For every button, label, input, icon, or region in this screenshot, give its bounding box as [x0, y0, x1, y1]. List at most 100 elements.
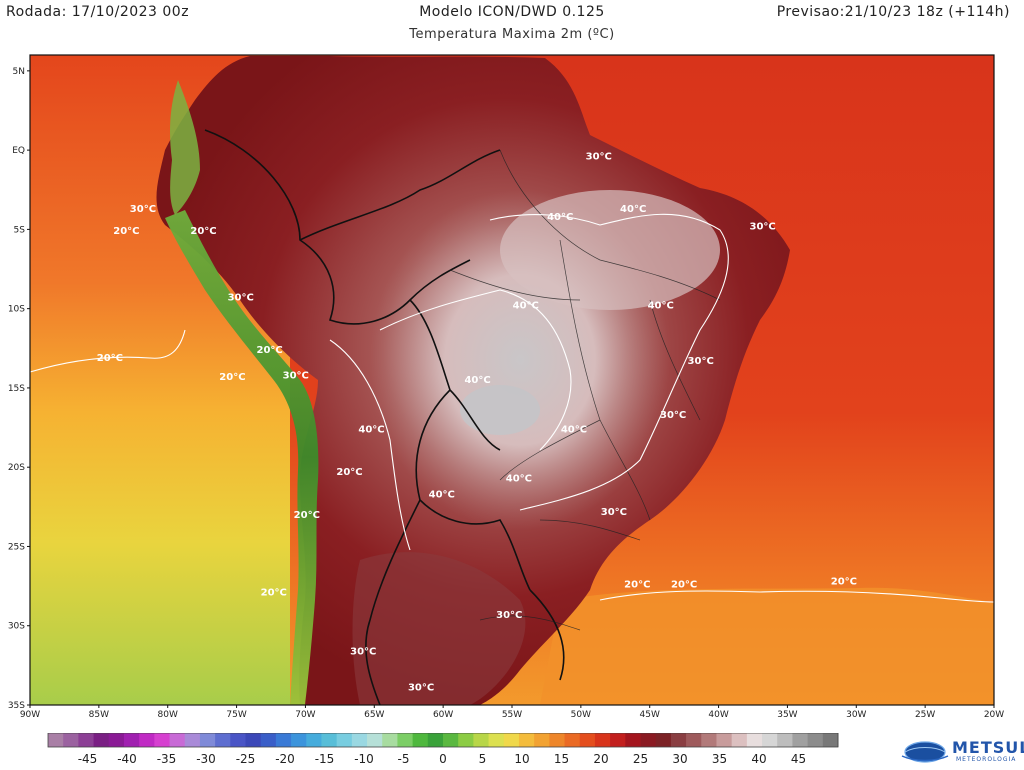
- colorbar-cell: [731, 733, 748, 747]
- isotherm-label: 30°C: [496, 610, 522, 621]
- colorbar-cell: [443, 733, 459, 747]
- colorbar-cell: [686, 733, 702, 747]
- colorbar-cell: [807, 733, 824, 747]
- isotherm-label: 40°C: [648, 301, 674, 312]
- colorbar-cell: [139, 733, 155, 747]
- colorbar-tick-label: 20: [593, 752, 608, 766]
- colorbar-cell: [230, 733, 246, 747]
- isotherm-label: 20°C: [261, 588, 287, 599]
- colorbar-tick-label: -45: [78, 752, 98, 766]
- colorbar-cell: [215, 733, 231, 747]
- colorbar-cell: [594, 733, 611, 747]
- logo-name: METSUL: [952, 738, 1024, 757]
- run-date-label: Rodada: 17/10/2023 00z: [6, 4, 190, 20]
- colorbar-cell: [427, 733, 444, 747]
- map-subtitle: Temperatura Maxima 2m (ºC): [409, 27, 615, 42]
- isotherm-label: 20°C: [624, 580, 650, 591]
- lat-label: 35S: [8, 701, 25, 711]
- colorbar-tick-label: -5: [398, 752, 410, 766]
- isotherm-label: 30°C: [601, 507, 627, 518]
- colorbar-cell: [625, 733, 641, 747]
- lon-label: 25W: [915, 710, 935, 720]
- hottest-core: [460, 385, 540, 435]
- lat-label: 20S: [8, 463, 25, 473]
- lon-label: 30W: [846, 710, 866, 720]
- colorbar-cells: [47, 733, 839, 748]
- isotherm-label: 40°C: [547, 212, 573, 223]
- colorbar-cell: [321, 733, 338, 747]
- colorbar-tick-label: -30: [196, 752, 216, 766]
- colorbar-cell: [367, 733, 383, 747]
- isotherm-labels: 30°C 40°C 30°C 40°C 40°C 40°C 30°C 40°C 30°C 40°C…: [97, 152, 857, 694]
- lon-label: 50W: [571, 710, 591, 720]
- colorbar-cell: [473, 733, 490, 747]
- colorbar-cell: [762, 733, 778, 747]
- colorbar-tick-label: 25: [633, 752, 648, 766]
- colorbar-cell: [199, 733, 216, 747]
- globe-icon: [901, 741, 949, 763]
- lat-label: 25S: [8, 542, 25, 552]
- colorbar-tick-label: -20: [275, 752, 295, 766]
- isotherm-lines: [29, 213, 995, 603]
- logo-tagline: METEOROLOGIA: [956, 756, 1017, 763]
- lat-label: 30S: [8, 622, 25, 632]
- isotherm-label: 20°C: [294, 510, 320, 521]
- colorbar-cell: [184, 733, 201, 747]
- colorbar-cell: [610, 733, 626, 747]
- lon-label: 85W: [89, 710, 109, 720]
- colorbar-cell: [78, 733, 95, 747]
- northeast-heat-area: [500, 190, 720, 310]
- colorbar-cell: [48, 733, 64, 747]
- colorbar-cell: [822, 733, 839, 747]
- colorbar-tick-label: 10: [514, 752, 529, 766]
- lon-label: 80W: [158, 710, 178, 720]
- colorbar-cell: [63, 733, 79, 747]
- colorbar-cell: [640, 733, 657, 747]
- lon-label: 75W: [226, 710, 246, 720]
- colorbar-tick-label: 15: [554, 752, 569, 766]
- isotherm-label: 40°C: [464, 375, 490, 386]
- isotherm-label: 30°C: [660, 410, 686, 421]
- latitude-axis: 5N EQ 5S 10S 15S 20S 25S 30S 35S: [8, 67, 30, 711]
- colorbar-cell: [701, 733, 717, 747]
- colorbar-cell: [534, 733, 550, 747]
- colorbar-cell: [503, 733, 520, 747]
- colorbar-tick-label: 40: [751, 752, 766, 766]
- lon-label: 70W: [295, 710, 315, 720]
- colorbar-cell: [579, 733, 596, 747]
- colorbar-cell: [154, 733, 171, 747]
- longitude-axis: 90W 85W 80W 75W 70W 65W 60W 55W 50W 45W 40W 35W 30W 2…: [20, 705, 1004, 720]
- colorbar-cell: [291, 733, 307, 747]
- colorbar-tick-label: -35: [157, 752, 177, 766]
- colorbar-border: [47, 733, 839, 748]
- colorbar-tick-label: -25: [236, 752, 256, 766]
- isotherm-label: 30°C: [586, 152, 612, 163]
- isotherm-label: 20°C: [190, 226, 216, 237]
- colorbar-cell: [655, 733, 672, 747]
- lon-label: 35W: [777, 710, 797, 720]
- isotherm-label: 20°C: [336, 467, 362, 478]
- colorbar-cell: [93, 733, 110, 747]
- lon-label: 45W: [640, 710, 660, 720]
- isotherm-label: 30°C: [283, 370, 309, 381]
- forecast-time-label: Previsao:21/10/23 18z (+114h): [776, 4, 1010, 20]
- temperature-colorbar: -45 -40 -35 -30 -25 -20 -15 -10 -5 0 5 10 15 20 25 30 35…: [47, 733, 839, 766]
- northern-andes: [170, 80, 200, 215]
- colorbar-cell: [716, 733, 733, 747]
- colorbar-cell: [336, 733, 353, 747]
- isotherm-label: 40°C: [506, 473, 532, 484]
- andes-mountains: [165, 210, 319, 705]
- metsul-logo: METSUL METEOROLOGIA: [900, 736, 1024, 766]
- south-atlantic-cool-area: [540, 587, 994, 705]
- colorbar-cell: [549, 733, 566, 747]
- isotherm-label: 20°C: [113, 226, 139, 237]
- colorbar-tick-label: 5: [479, 752, 487, 766]
- colorbar-cell: [382, 733, 398, 747]
- colorbar-cell: [777, 733, 793, 747]
- colorbar-tick-label: -15: [315, 752, 335, 766]
- country-borders: [204, 129, 565, 706]
- colorbar-tick-label: 0: [439, 752, 447, 766]
- colorbar-tick-label: -40: [117, 752, 137, 766]
- colorbar-cell: [564, 733, 581, 747]
